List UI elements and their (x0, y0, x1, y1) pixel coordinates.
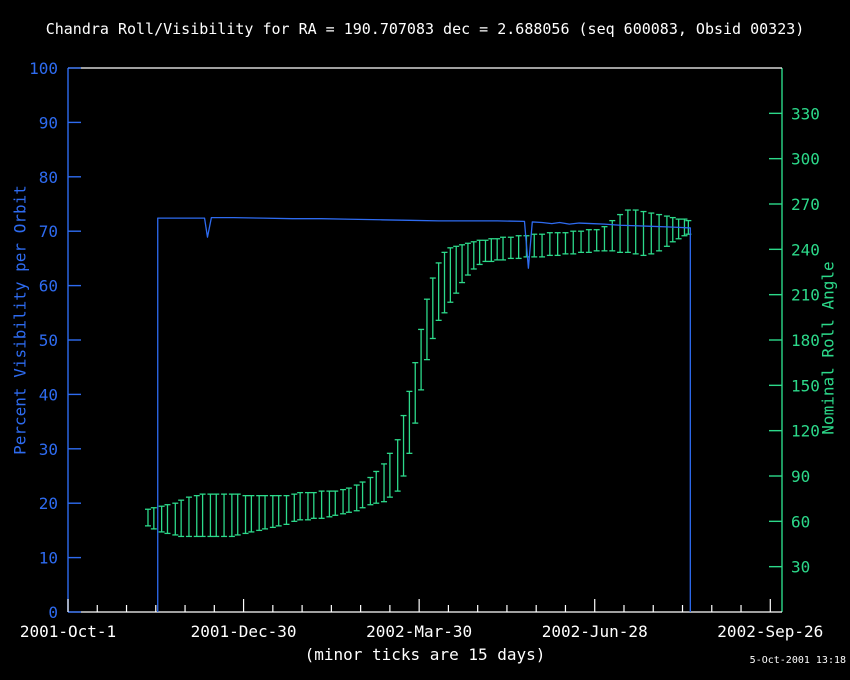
left-tick-label: 10 (39, 549, 58, 568)
timestamp: 5-Oct-2001 13:18 (749, 655, 846, 666)
left-tick-label: 100 (29, 59, 58, 78)
left-tick-label: 80 (39, 168, 58, 187)
chart-title: Chandra Roll/Visibility for RA = 190.707… (45, 20, 805, 38)
left-tick-label: 60 (39, 277, 58, 296)
x-tick-label: 2002-Jun-28 (542, 622, 648, 641)
right-tick-label: 150 (791, 376, 820, 395)
left-tick-label: 30 (39, 440, 58, 459)
right-tick-label: 210 (791, 286, 820, 305)
right-tick-label: 30 (791, 558, 810, 577)
left-tick-label: 90 (39, 113, 58, 132)
left-tick-label: 70 (39, 222, 58, 241)
x-tick-label: 2001-Oct-1 (20, 622, 116, 641)
right-tick-label: 270 (791, 195, 820, 214)
left-tick-label: 20 (39, 494, 58, 513)
visibility-line (157, 216, 691, 612)
right-tick-label: 60 (791, 512, 810, 531)
left-tick-label: 50 (39, 331, 58, 350)
right-tick-label: 120 (791, 422, 820, 441)
x-tick-label: 2001-Dec-30 (191, 622, 297, 641)
left-tick-label: 40 (39, 385, 58, 404)
right-tick-label: 240 (791, 240, 820, 259)
x-axis-note: (minor ticks are 15 days) (304, 645, 546, 664)
right-tick-label: 330 (791, 104, 820, 123)
right-tick-label: 180 (791, 331, 820, 350)
left-tick-label: 0 (48, 603, 58, 622)
x-tick-label: 2002-Mar-30 (366, 622, 472, 641)
x-tick-label: 2002-Sep-26 (717, 622, 823, 641)
right-tick-label: 300 (791, 150, 820, 169)
right-tick-label: 90 (791, 467, 810, 486)
